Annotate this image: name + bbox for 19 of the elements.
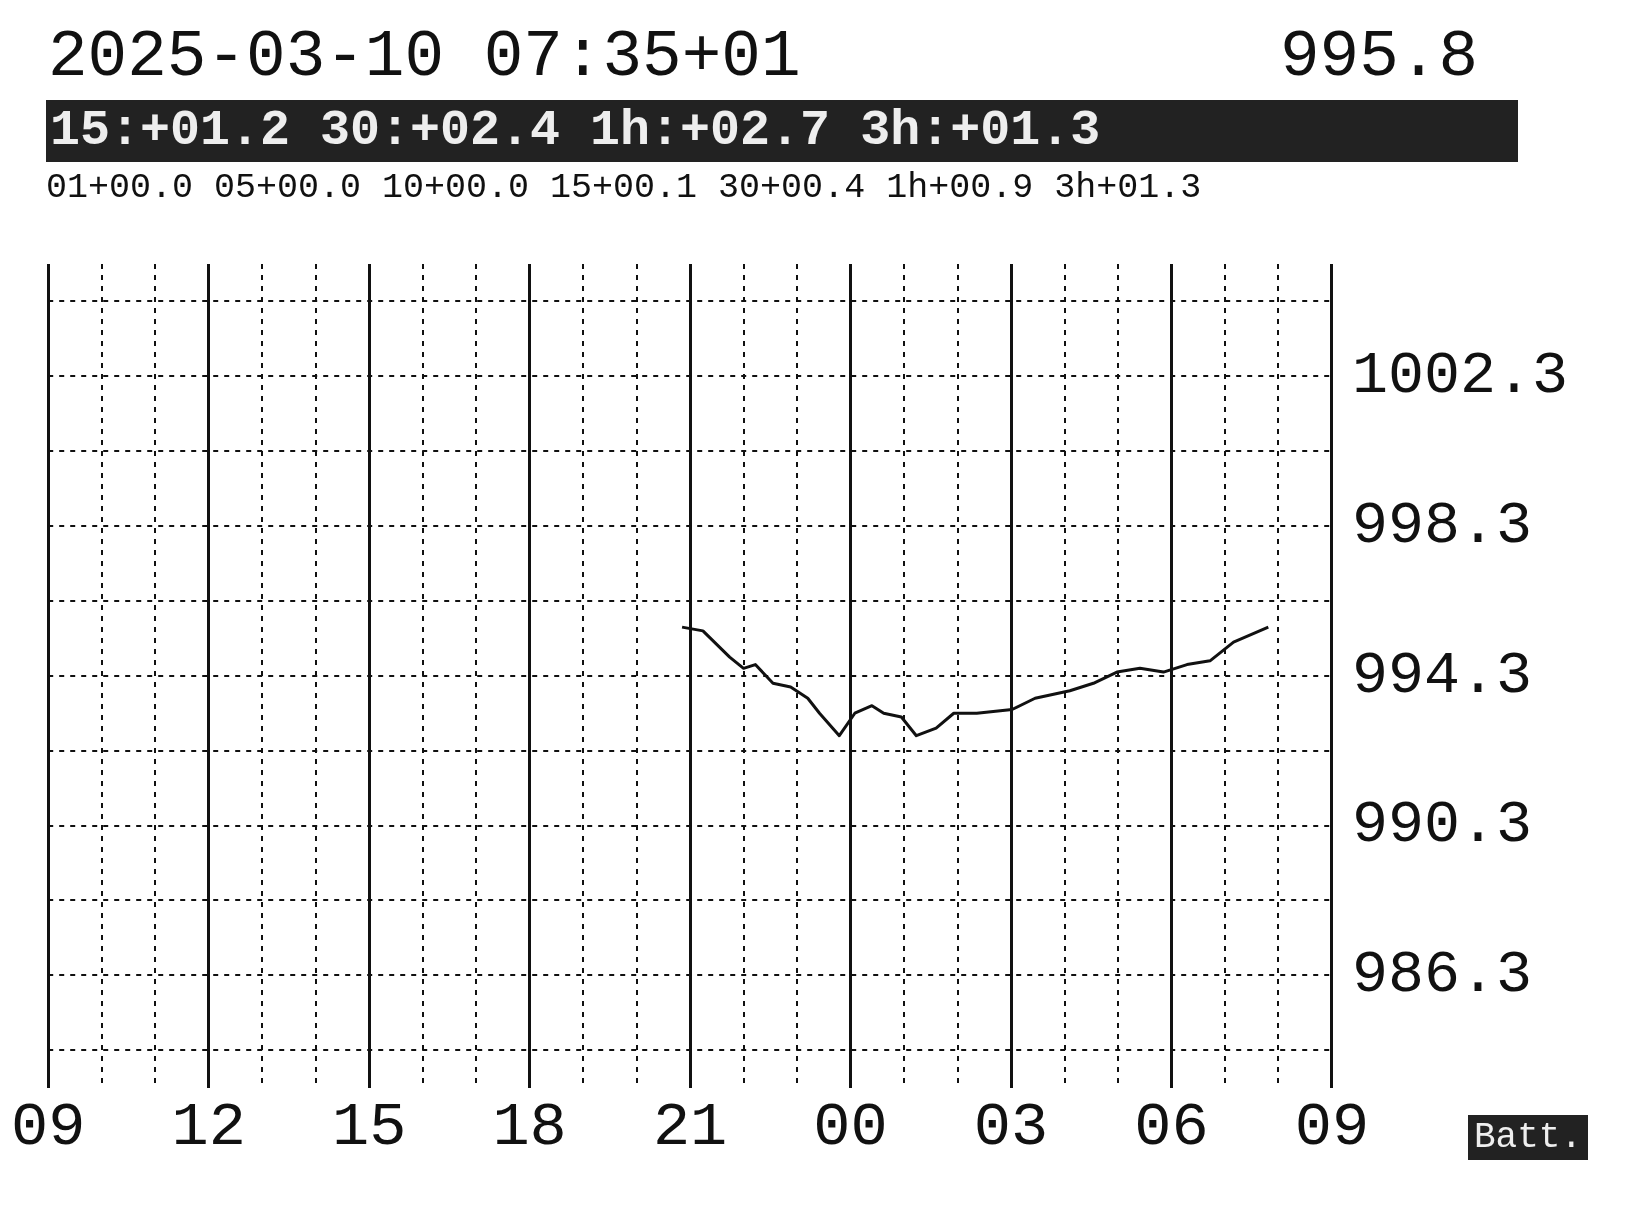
- text: Batt.: [1467, 1115, 1588, 1160]
- text: 995.8: [1279, 19, 1478, 97]
- y-tick-label: 994.3: [1351, 641, 1532, 710]
- x-tick-label: 21: [652, 1092, 728, 1164]
- x-tick-label: 09: [11, 1092, 86, 1164]
- chart-subtitle: 15:+01.2 30:+02.4 1h:+02.7 3h:+01.3: [46, 100, 1518, 162]
- x-tick-label: 15: [331, 1092, 407, 1164]
- x-tick-label: 00: [813, 1092, 888, 1164]
- x-tick-label: 12: [171, 1092, 246, 1164]
- x-tick-label: 18: [492, 1092, 567, 1164]
- x-tick-label: 09: [1294, 1092, 1370, 1164]
- x-tick-label: 06: [1134, 1092, 1209, 1164]
- y-tick-label: 998.3: [1351, 491, 1532, 560]
- text: 01+00.0 05+00.0 10+00.0 15+00.1 30+00.4 1h+00.9 3h+01.3: [46, 168, 1203, 208]
- x-tick-label: 03: [973, 1092, 1049, 1164]
- y-tick-label: 990.3: [1351, 791, 1532, 860]
- y-tick-label: 986.3: [1351, 941, 1532, 1010]
- y-tick-label: 1002.3: [1351, 342, 1569, 411]
- chart-title: 2025-03-10 07:35+01: [48, 19, 801, 97]
